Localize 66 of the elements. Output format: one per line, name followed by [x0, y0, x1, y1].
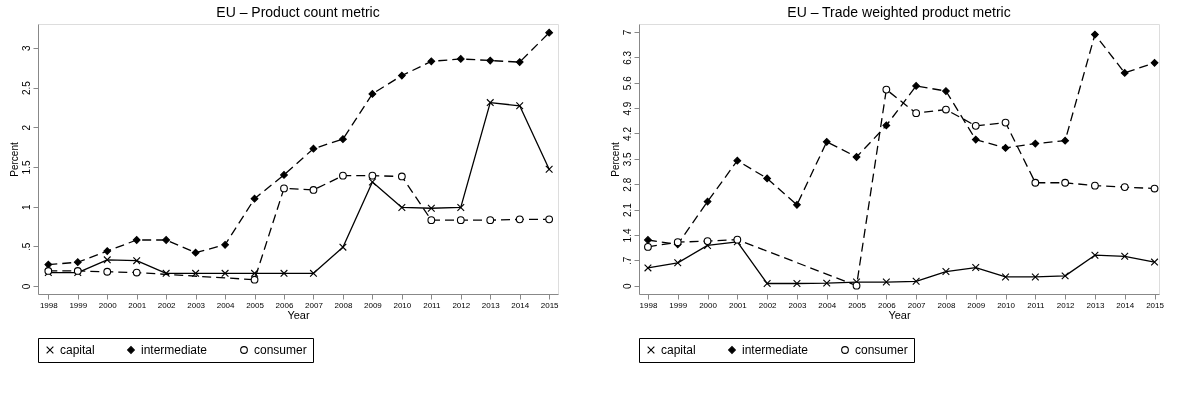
y-tick-label: 2.5 [20, 80, 32, 95]
chart-title: EU – Trade weighted product metric [787, 4, 1011, 20]
y-tick-label: .7 [621, 256, 633, 265]
x-tick-label: 2004 [216, 300, 236, 310]
x-tick-label: 2014 [511, 300, 530, 310]
chart-title: EU – Product count metric [216, 4, 380, 20]
x-tick-label: 2001 [128, 300, 147, 310]
legend-label: intermediate [141, 343, 208, 357]
x-tick-label: 1999 [69, 300, 88, 310]
x-tick-label: 2010 [393, 300, 412, 310]
y-tick-label: 7 [621, 29, 633, 36]
x-axis-title: Year [888, 308, 911, 321]
y-tick-label: 1.4 [621, 228, 633, 243]
y-tick-label: 0 [621, 282, 633, 289]
x-tick-label: 2005 [246, 300, 265, 310]
x-tick-label: 2009 [967, 300, 986, 310]
x-tick-label: 2012 [452, 300, 471, 310]
x-tick-label: 1998 [639, 300, 658, 310]
x-tick-label: 2003 [187, 300, 206, 310]
y-tick-label: .5 [20, 242, 32, 252]
x-tick-label: 2009 [363, 300, 383, 310]
y-tick-label: 0 [20, 283, 32, 290]
x-tick-label: 2011 [1027, 300, 1045, 310]
y-tick-label: 5.6 [621, 75, 633, 91]
y-tick-label: 1 [20, 203, 32, 210]
x-tick-label: 2008 [334, 300, 353, 310]
x-tick-label: 2007 [305, 300, 324, 310]
x-tick-label: 2002 [157, 300, 177, 310]
x-tick-label: 2008 [937, 300, 956, 310]
x-tick-label: 2006 [275, 300, 294, 310]
x-tick-label: 2001 [728, 300, 748, 310]
x-tick-label: 2013 [1086, 300, 1105, 310]
x-tick-label: 2013 [481, 300, 501, 310]
x-tick-label: 2011 [423, 300, 441, 310]
y-tick-label: 6.3 [621, 50, 633, 65]
x-tick-label: 2003 [788, 300, 807, 310]
legend-label: capital [60, 343, 95, 357]
y-tick-label: 2 [20, 124, 32, 131]
legend-label: capital [661, 343, 696, 357]
x-tick-label: 2015 [1146, 300, 1165, 310]
x-tick-label: 2002 [758, 300, 778, 310]
y-tick-label: 3.5 [621, 151, 633, 167]
x-tick-label: 1998 [39, 300, 59, 310]
x-tick-label: 2010 [997, 300, 1016, 310]
x-tick-label: 2015 [540, 300, 560, 310]
y-tick-label: 2.1 [621, 202, 633, 218]
y-tick-label: 3 [20, 45, 32, 52]
x-tick-label: 1999 [669, 300, 688, 310]
legend-label: consumer [254, 343, 307, 357]
y-tick-label: 1.5 [20, 160, 32, 175]
x-tick-label: 2000 [98, 300, 118, 310]
y-tick-label: 4.2 [621, 126, 633, 141]
legend-label: consumer [855, 343, 908, 357]
x-tick-label: 2000 [699, 300, 718, 310]
y-axis-title: Percent [609, 142, 621, 177]
x-tick-label: 2014 [1116, 300, 1135, 310]
x-tick-label: 2004 [818, 300, 837, 310]
x-tick-label: 2007 [907, 300, 927, 310]
legend-label: intermediate [742, 343, 809, 357]
x-tick-label: 2005 [848, 300, 867, 310]
y-tick-label: 4.9 [621, 101, 633, 116]
y-tick-label: 2.8 [621, 177, 633, 192]
x-tick-label: 2006 [877, 300, 897, 310]
x-tick-label: 2012 [1056, 300, 1076, 310]
x-axis-title: Year [287, 308, 310, 321]
y-axis-title: Percent [8, 142, 20, 177]
